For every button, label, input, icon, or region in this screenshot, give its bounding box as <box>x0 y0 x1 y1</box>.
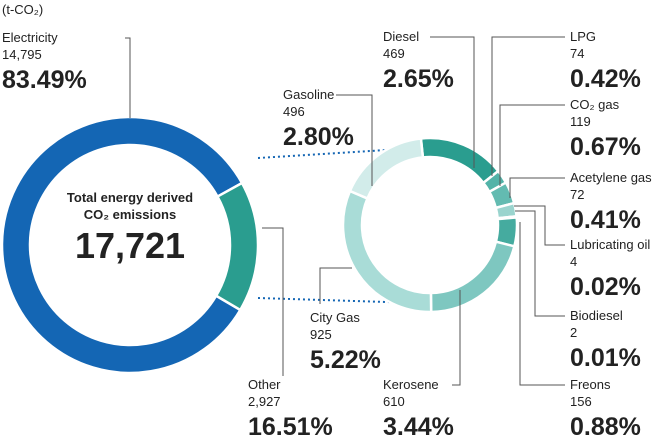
value-label: 2 <box>570 325 577 340</box>
category-label: Gasoline <box>283 87 334 102</box>
leader-line <box>452 290 461 386</box>
slice <box>419 136 501 185</box>
percent-label: 0.88% <box>570 413 641 441</box>
value-label: 156 <box>570 394 592 409</box>
leader-line <box>499 104 565 186</box>
percent-label: 2.65% <box>383 65 454 93</box>
value-label: 119 <box>570 114 591 129</box>
category-label: Freons <box>570 377 611 392</box>
slice <box>429 240 516 314</box>
category-label: Diesel <box>383 29 419 44</box>
category-label: Other <box>248 377 281 392</box>
leader-line <box>519 222 565 386</box>
percent-label: 16.51% <box>248 413 333 441</box>
category-label: CO₂ gas <box>570 97 620 112</box>
slice <box>214 181 260 312</box>
leader-line <box>319 267 352 304</box>
total: 17,721 <box>75 225 185 266</box>
percent-label: 0.01% <box>570 344 641 372</box>
center-label: CO₂ emissions <box>84 207 176 222</box>
value-label: 4 <box>570 254 577 269</box>
connector <box>257 297 419 304</box>
percent-label: 0.02% <box>570 273 641 301</box>
percent-label: 2.80% <box>283 123 354 151</box>
leader-line <box>515 210 565 317</box>
center-label: Total energy derived <box>67 190 193 205</box>
percent-label: 0.67% <box>570 133 641 161</box>
leader-line <box>336 94 373 186</box>
percent-label: 0.42% <box>570 65 641 93</box>
category-label: Biodiesel <box>570 308 623 323</box>
percent-label: 0.41% <box>570 206 641 234</box>
value-label: 72 <box>570 187 584 202</box>
value-label: 925 <box>310 327 332 342</box>
slice <box>348 137 425 201</box>
value-label: 496 <box>283 104 305 119</box>
slice <box>341 189 433 314</box>
leader-line <box>430 36 475 168</box>
leader-line <box>514 205 565 246</box>
connector <box>257 147 419 159</box>
percent-label: 5.22% <box>310 346 381 374</box>
leader-line <box>262 227 284 376</box>
value-label: 74 <box>570 46 584 61</box>
category-label: Acetylene gas <box>570 170 652 185</box>
leader-line <box>125 37 131 118</box>
value-label: 610 <box>383 394 405 409</box>
value-label: 14,795 <box>2 47 42 62</box>
slice <box>0 115 244 375</box>
category-label: Lubricating oil <box>570 237 650 252</box>
category-label: LPG <box>570 29 596 44</box>
leader-line <box>509 177 565 198</box>
leader-line <box>491 36 565 176</box>
percent-label: 3.44% <box>383 413 454 441</box>
value-label: 2,927 <box>248 394 281 409</box>
value-label: 469 <box>383 46 405 61</box>
category-label: Electricity <box>2 30 58 45</box>
category-label: City Gas <box>310 310 360 325</box>
category-label: Kerosene <box>383 377 439 392</box>
unit: (t-CO₂) <box>2 2 43 17</box>
percent-label: 83.49% <box>2 66 87 94</box>
